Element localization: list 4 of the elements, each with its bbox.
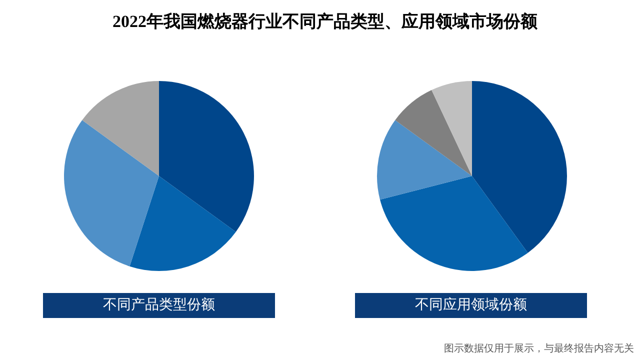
text: 图示数据仅用于展示，与最终报告内容无关 [444, 342, 634, 354]
text: 不同产品类型份额 [103, 297, 215, 313]
text: 2022年我国燃烧器行业不同产品类型、应用领域市场份额 [112, 12, 538, 31]
text: 不同应用领域份额 [415, 297, 527, 313]
